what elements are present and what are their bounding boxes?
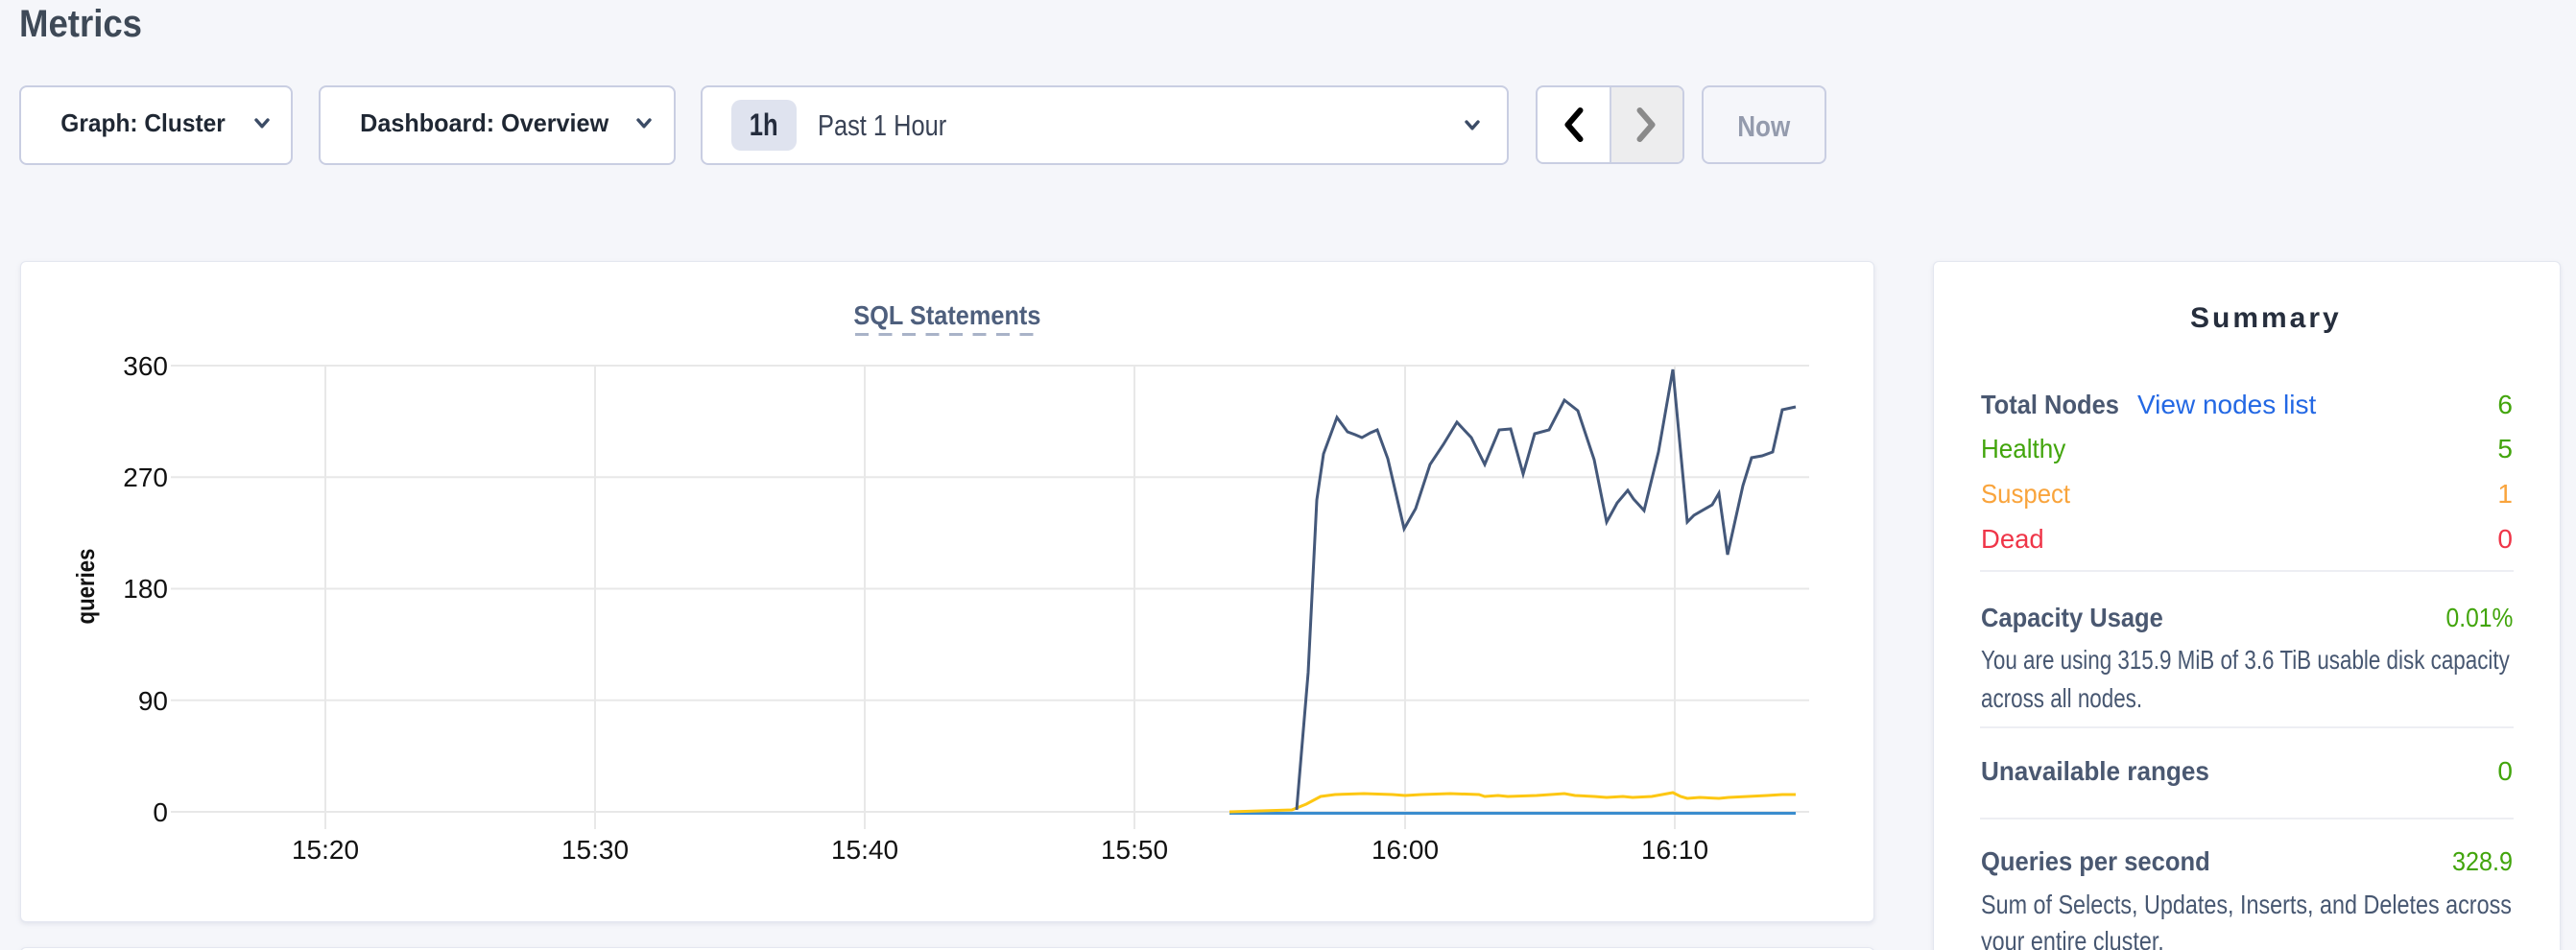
svg-text:15:30: 15:30 [561, 835, 629, 865]
svg-text:15:50: 15:50 [1101, 835, 1168, 865]
svg-text:270: 270 [123, 463, 168, 492]
svg-text:16:10: 16:10 [1641, 835, 1708, 865]
svg-text:16:00: 16:00 [1371, 835, 1439, 865]
svg-text:queries: queries [72, 549, 100, 625]
svg-text:180: 180 [123, 574, 168, 604]
svg-text:360: 360 [123, 351, 168, 381]
svg-text:90: 90 [138, 686, 168, 716]
svg-text:15:20: 15:20 [292, 835, 359, 865]
svg-text:0: 0 [153, 797, 168, 827]
svg-text:15:40: 15:40 [831, 835, 898, 865]
